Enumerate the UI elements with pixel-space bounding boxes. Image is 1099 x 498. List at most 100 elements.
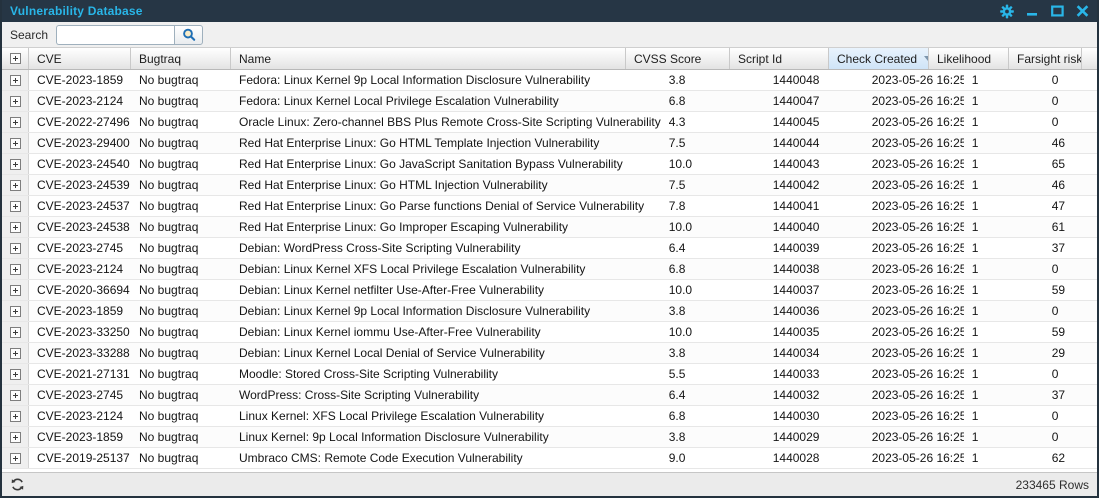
expand-row-button[interactable] bbox=[2, 385, 29, 405]
cell-name: Linux Kernel: XFS Local Privilege Escala… bbox=[239, 409, 545, 423]
expand-row-button[interactable] bbox=[2, 364, 29, 384]
column-header-cvss-score[interactable]: CVSS Score bbox=[626, 48, 730, 69]
cell-name: Umbraco CMS: Remote Code Execution Vulne… bbox=[239, 451, 523, 465]
cell-check-created: 2023-05-26 16:25 bbox=[871, 94, 964, 108]
cell-farsight-risk: 59 bbox=[1051, 283, 1066, 297]
cell-check-created: 2023-05-26 16:25 bbox=[871, 367, 964, 381]
cell-cve: CVE-2023-2124 bbox=[37, 409, 124, 423]
table-row[interactable]: CVE-2023-33288 No bugtraq Debian: Linux … bbox=[2, 343, 1097, 364]
cell-check-created: 2023-05-26 16:25 bbox=[871, 199, 964, 213]
cell-check-created: 2023-05-26 16:25 bbox=[871, 178, 964, 192]
expand-row-button[interactable] bbox=[2, 112, 29, 132]
table-row[interactable]: CVE-2023-24539 No bugtraq Red Hat Enterp… bbox=[2, 175, 1097, 196]
table-row[interactable]: CVE-2022-27496 No bugtraq Oracle Linux: … bbox=[2, 112, 1097, 133]
table-row[interactable]: CVE-2023-1859 No bugtraq Linux Kernel: 9… bbox=[2, 427, 1097, 448]
cell-likelihood: 1 bbox=[971, 430, 979, 444]
column-header-likelihood[interactable]: Likelihood bbox=[929, 48, 1009, 69]
table-row[interactable]: CVE-2023-24540 No bugtraq Red Hat Enterp… bbox=[2, 154, 1097, 175]
search-toolbar: Search bbox=[2, 22, 1097, 48]
vulnerability-table: CVE Bugtraq Name CVSS Score Script Id Ch… bbox=[2, 48, 1097, 472]
expand-row-button[interactable] bbox=[2, 217, 29, 237]
table-row[interactable]: CVE-2023-2124 No bugtraq Linux Kernel: X… bbox=[2, 406, 1097, 427]
cell-bugtraq: No bugtraq bbox=[139, 178, 199, 192]
table-row[interactable]: CVE-2023-2745 No bugtraq Debian: WordPre… bbox=[2, 238, 1097, 259]
table-row[interactable]: CVE-2023-24538 No bugtraq Red Hat Enterp… bbox=[2, 217, 1097, 238]
search-button[interactable] bbox=[174, 24, 204, 45]
cell-script-id: 1440041 bbox=[772, 199, 820, 213]
cell-cvss-score: 7.8 bbox=[668, 199, 686, 213]
magnifier-icon bbox=[182, 28, 195, 41]
search-input[interactable] bbox=[56, 24, 175, 45]
table-row[interactable]: CVE-2023-2124 No bugtraq Debian: Linux K… bbox=[2, 259, 1097, 280]
table-row[interactable]: CVE-2019-25137 No bugtraq Umbraco CMS: R… bbox=[2, 448, 1097, 469]
expand-row-button[interactable] bbox=[2, 280, 29, 300]
search-field-group bbox=[56, 24, 204, 45]
expand-row-button[interactable] bbox=[2, 301, 29, 321]
expand-all-icon bbox=[9, 53, 21, 64]
cell-cvss-score: 9.0 bbox=[668, 451, 686, 465]
cell-name: Fedora: Linux Kernel 9p Local Informatio… bbox=[239, 73, 591, 87]
cell-bugtraq: No bugtraq bbox=[139, 409, 199, 423]
cell-cve: CVE-2023-33288 bbox=[37, 346, 130, 360]
expand-row-button[interactable] bbox=[2, 70, 29, 90]
cell-check-created: 2023-05-26 16:25 bbox=[871, 115, 964, 129]
expand-row-button[interactable] bbox=[2, 343, 29, 363]
expand-icon bbox=[9, 221, 21, 233]
column-header-expand[interactable] bbox=[2, 48, 29, 69]
table-row[interactable]: CVE-2023-29400 No bugtraq Red Hat Enterp… bbox=[2, 133, 1097, 154]
expand-row-button[interactable] bbox=[2, 196, 29, 216]
cell-check-created: 2023-05-26 16:25 bbox=[871, 346, 964, 360]
cell-cvss-score: 3.8 bbox=[668, 430, 686, 444]
expand-row-button[interactable] bbox=[2, 427, 29, 447]
cell-cve: CVE-2023-33250 bbox=[37, 325, 130, 339]
expand-row-button[interactable] bbox=[2, 259, 29, 279]
cell-farsight-risk: 0 bbox=[1051, 115, 1059, 129]
expand-row-button[interactable] bbox=[2, 448, 29, 468]
cell-bugtraq: No bugtraq bbox=[139, 115, 199, 129]
cell-cvss-score: 3.8 bbox=[668, 304, 686, 318]
cell-check-created: 2023-05-26 16:25 bbox=[871, 430, 964, 444]
expand-row-button[interactable] bbox=[2, 154, 29, 174]
expand-row-button[interactable] bbox=[2, 175, 29, 195]
column-header-farsight-risk[interactable]: Farsight risk bbox=[1009, 48, 1082, 69]
expand-icon bbox=[9, 347, 21, 359]
expand-icon bbox=[9, 368, 21, 380]
cell-script-id: 1440039 bbox=[772, 241, 820, 255]
column-header-bugtraq[interactable]: Bugtraq bbox=[131, 48, 231, 69]
expand-icon bbox=[9, 116, 21, 128]
table-row[interactable]: CVE-2023-2745 No bugtraq WordPress: Cros… bbox=[2, 385, 1097, 406]
table-row[interactable]: CVE-2023-1859 No bugtraq Debian: Linux K… bbox=[2, 301, 1097, 322]
cell-likelihood: 1 bbox=[971, 73, 979, 87]
table-row[interactable]: CVE-2023-24537 No bugtraq Red Hat Enterp… bbox=[2, 196, 1097, 217]
cell-bugtraq: No bugtraq bbox=[139, 136, 199, 150]
expand-row-button[interactable] bbox=[2, 133, 29, 153]
column-header-cve[interactable]: CVE bbox=[29, 48, 131, 69]
expand-row-button[interactable] bbox=[2, 406, 29, 426]
column-header-check-created[interactable]: Check Created bbox=[829, 48, 929, 69]
cell-cvss-score: 6.8 bbox=[668, 262, 686, 276]
cell-name: Debian: Linux Kernel XFS Local Privilege… bbox=[239, 262, 586, 276]
expand-row-button[interactable] bbox=[2, 91, 29, 111]
table-row[interactable]: CVE-2020-36694 No bugtraq Debian: Linux … bbox=[2, 280, 1097, 301]
column-header-script-id[interactable]: Script Id bbox=[730, 48, 829, 69]
refresh-button[interactable] bbox=[8, 476, 26, 494]
table-row[interactable]: CVE-2023-2124 No bugtraq Fedora: Linux K… bbox=[2, 91, 1097, 112]
cell-bugtraq: No bugtraq bbox=[139, 73, 199, 87]
cell-farsight-risk: 65 bbox=[1051, 157, 1066, 171]
minimize-button[interactable] bbox=[1025, 4, 1039, 18]
close-button[interactable] bbox=[1075, 4, 1089, 18]
cell-name: Red Hat Enterprise Linux: Go JavaScript … bbox=[239, 157, 623, 171]
table-row[interactable]: CVE-2021-27131 No bugtraq Moodle: Stored… bbox=[2, 364, 1097, 385]
cell-farsight-risk: 0 bbox=[1051, 73, 1059, 87]
table-row[interactable]: CVE-2023-1859 No bugtraq Fedora: Linux K… bbox=[2, 70, 1097, 91]
column-header-name[interactable]: Name bbox=[231, 48, 626, 69]
gear-icon[interactable] bbox=[1000, 4, 1014, 18]
table-header-row: CVE Bugtraq Name CVSS Score Script Id Ch… bbox=[2, 48, 1097, 70]
table-row[interactable]: CVE-2023-33250 No bugtraq Debian: Linux … bbox=[2, 322, 1097, 343]
expand-row-button[interactable] bbox=[2, 238, 29, 258]
cell-cvss-score: 5.5 bbox=[668, 367, 686, 381]
cell-likelihood: 1 bbox=[971, 178, 979, 192]
expand-row-button[interactable] bbox=[2, 322, 29, 342]
maximize-button[interactable] bbox=[1050, 4, 1064, 18]
cell-name: Red Hat Enterprise Linux: Go Improper Es… bbox=[239, 220, 569, 234]
